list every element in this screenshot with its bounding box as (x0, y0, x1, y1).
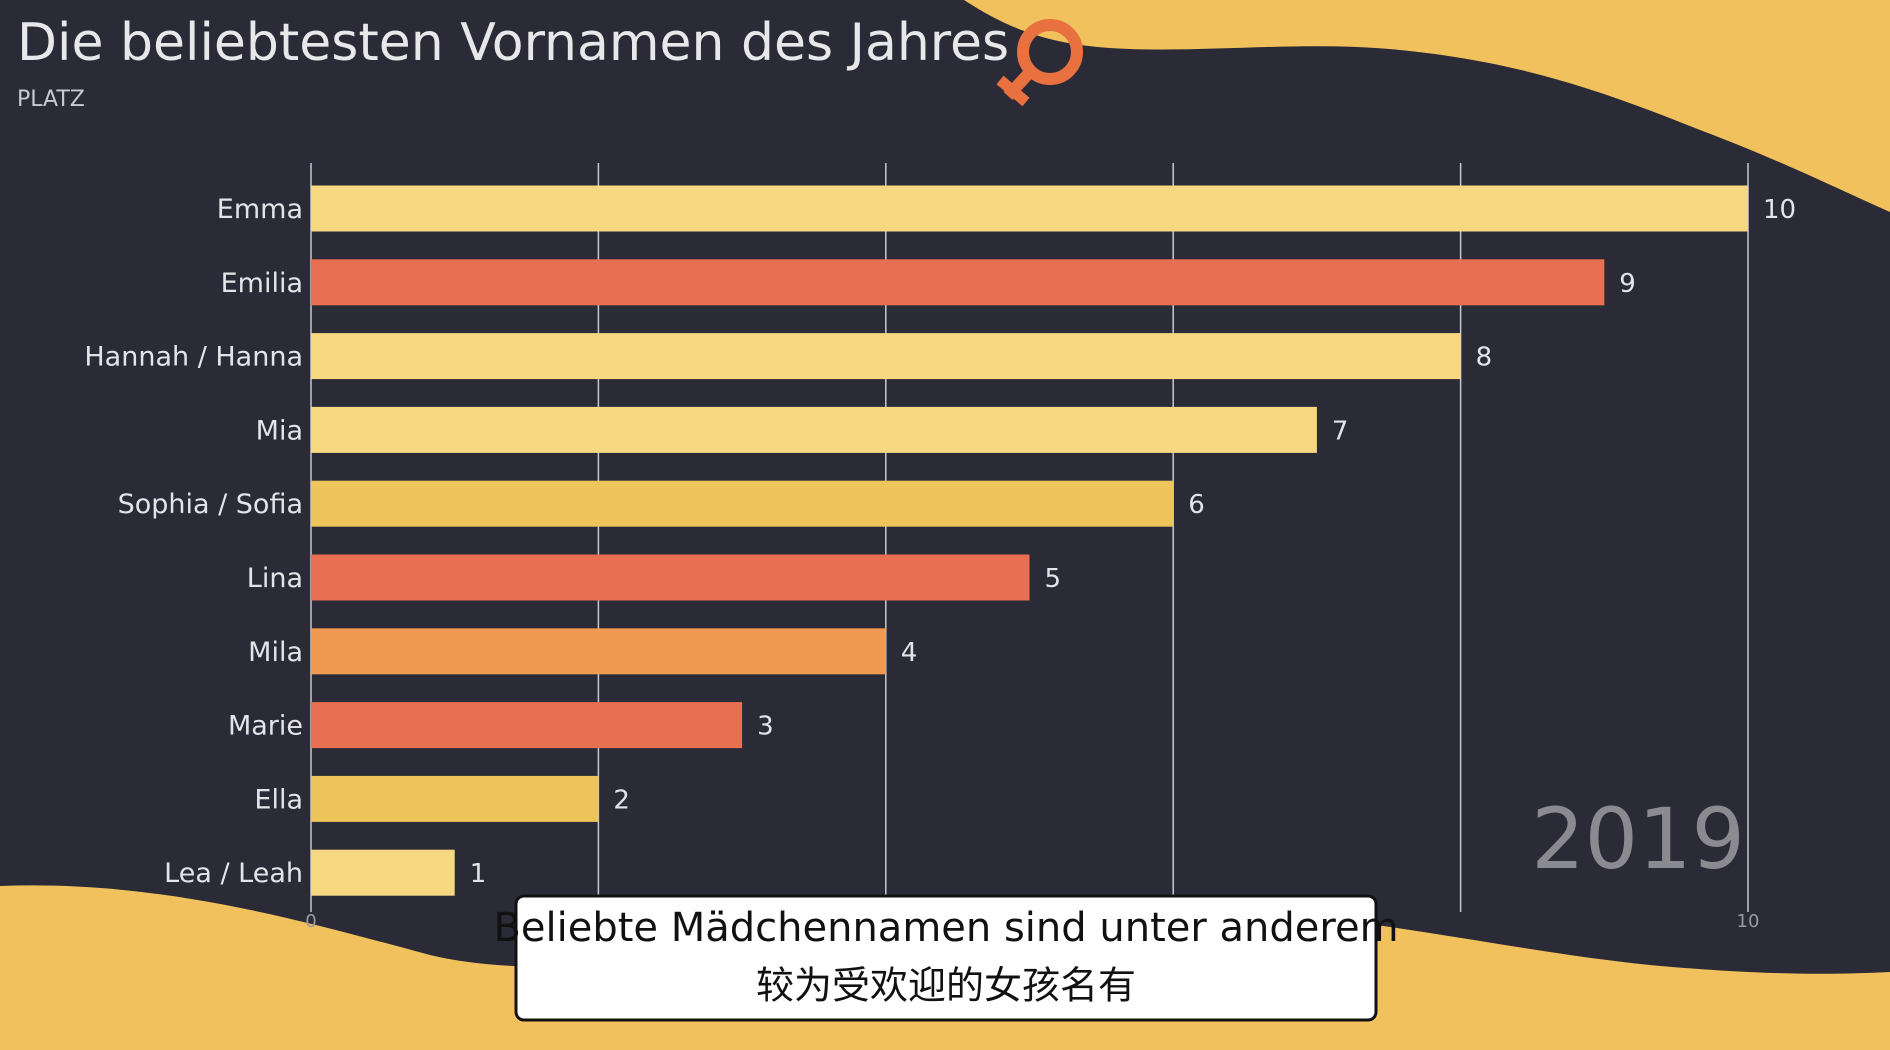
value-label: 9 (1619, 269, 1636, 299)
bar (311, 628, 886, 675)
subtitle-box: Beliebte Mädchennamen sind unter anderem… (493, 894, 1399, 1022)
x-tick-label: 10 (1737, 911, 1760, 932)
value-label: 1 (470, 859, 487, 889)
bar (311, 480, 1174, 527)
bar (311, 702, 743, 749)
bar (311, 775, 599, 822)
y-tick-label: Lina (247, 563, 303, 594)
y-tick-label: Marie (228, 711, 303, 742)
value-label: 10 (1763, 195, 1796, 225)
value-label: 7 (1332, 416, 1349, 446)
chart-subtitle: PLATZ (17, 87, 85, 112)
chart-title: Die beliebtesten Vornamen des Jahres (17, 13, 1009, 73)
caption-line: 较为受欢迎的女孩名有 (756, 964, 1136, 1008)
y-tick-label: Ella (254, 784, 303, 815)
year-annotation: 2019 (1531, 790, 1745, 888)
y-tick-label: Hannah / Hanna (84, 342, 303, 373)
y-tick-label: Mia (256, 415, 303, 446)
bar (311, 849, 455, 896)
value-label: 5 (1045, 564, 1062, 594)
value-label: 2 (613, 785, 630, 815)
caption-line: Beliebte Mädchennamen sind unter anderem (493, 905, 1398, 951)
bar (311, 185, 1748, 232)
plot-area: 0 10 Emma 10 Emilia 9 Hannah / Hanna 8 Mia 7 Sophi… (84, 163, 1796, 932)
top-wave (964, 0, 1890, 212)
bar (311, 333, 1461, 380)
value-label: 4 (901, 638, 918, 668)
y-tick-label: Mila (248, 637, 303, 668)
x-tick-label: 0 (305, 911, 316, 932)
y-tick-label: Lea / Leah (164, 858, 303, 889)
value-label: 3 (757, 712, 774, 742)
value-label: 8 (1476, 343, 1493, 373)
y-tick-label: Sophia / Sofia (118, 489, 303, 520)
value-label: 6 (1188, 490, 1205, 520)
bar (311, 259, 1605, 306)
bar (311, 406, 1317, 453)
female-icon (996, 19, 1083, 107)
caption-box (514, 894, 1378, 1022)
y-tick-label: Emma (217, 194, 303, 225)
bar (311, 554, 1030, 601)
y-tick-label: Emilia (221, 268, 303, 299)
